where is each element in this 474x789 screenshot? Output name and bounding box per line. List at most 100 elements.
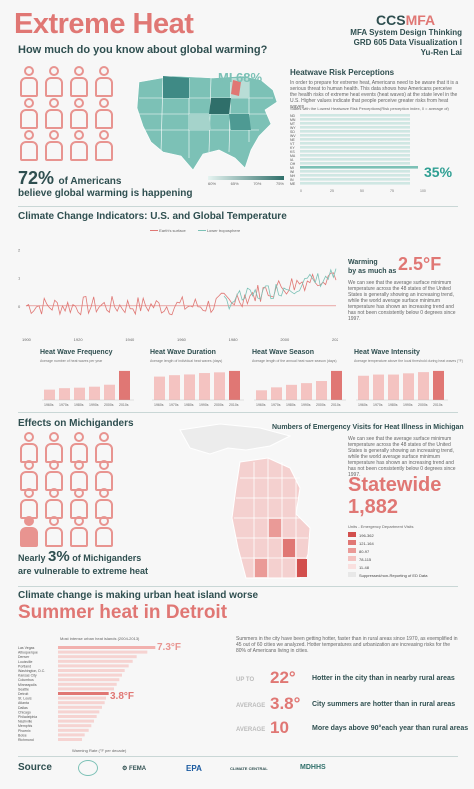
person-head	[24, 130, 34, 140]
mini-chart-title: Heat Wave Duration	[150, 349, 216, 356]
person-icon	[70, 98, 88, 129]
risk-state-label: WV	[290, 134, 296, 138]
risk-axis-tick: 100	[420, 189, 426, 193]
city-bar-chart: Las VegasAlbuquerqueDenverLouisvillePort…	[18, 646, 156, 742]
risk-bar	[300, 122, 410, 125]
person-icon	[70, 516, 88, 547]
mini-x-tick: 1970s	[59, 403, 69, 407]
mini-bar	[271, 387, 282, 400]
warming-label: Warming by as much as	[348, 258, 396, 276]
statewide-label: Statewide	[348, 474, 442, 496]
person-body	[95, 141, 113, 161]
person-head	[24, 488, 34, 498]
risk-state-label: ME	[290, 182, 296, 186]
city-bar	[58, 710, 100, 714]
risk-state-label: KS	[290, 150, 295, 154]
mini-x-tick: 1980s	[74, 403, 84, 407]
mini-chart-title: Heat Wave Intensity	[354, 349, 420, 356]
person-icon	[95, 488, 113, 519]
divider	[18, 412, 458, 413]
mini-x-tick: 1990s	[403, 403, 413, 407]
risk-axis-tick: 75	[390, 189, 394, 193]
mini-chart-title: Heat Wave Season	[252, 349, 314, 356]
person-head	[74, 516, 84, 526]
page-subtitle: How much do you know about global warmin…	[18, 44, 268, 56]
mini-x-tick: 1970s	[169, 403, 179, 407]
legend-earth: Earth's surface	[150, 228, 186, 233]
city-label: Columbus	[18, 678, 34, 682]
er-legend-item: 121-164	[348, 540, 427, 548]
city-bar-detroit	[58, 692, 109, 695]
person-head	[74, 66, 84, 76]
mini-chart-title: Heat Wave Frequency	[40, 349, 113, 356]
stat-value: 3.8°	[270, 694, 301, 713]
mini-bar	[119, 370, 130, 400]
y-tick: 2	[18, 247, 21, 252]
county-mid	[269, 519, 281, 537]
detroit-title: Summer heat in Detroit	[18, 602, 228, 623]
er-legend-title: Units - Emergency Department Visits	[348, 524, 414, 529]
source-logo-label: MDHHS	[300, 764, 326, 771]
risk-state-label: KY	[290, 146, 295, 150]
awareness-text-1: of Americans	[58, 176, 122, 187]
vulnerable-pre: Nearly	[18, 553, 46, 563]
climate-legend: Earth's surface Lower troposphere	[150, 228, 240, 233]
er-legend-item: 80-97	[348, 548, 427, 556]
mini-bar	[184, 374, 195, 400]
source-title: Source	[18, 762, 52, 773]
risk-bar	[300, 126, 410, 129]
city-label: Louisville	[18, 660, 32, 664]
er-legend-item: 11-48	[348, 564, 427, 572]
credits: MFA System Design Thinking GRD 605 Data …	[350, 28, 462, 58]
vulnerable-pct: 3%	[48, 548, 70, 565]
person-icon	[45, 488, 63, 519]
credit-line: GRD 605 Data Visualization I	[353, 38, 462, 47]
mini-x-tick: 1970s	[271, 403, 281, 407]
er-legend-label: 80-97	[359, 549, 370, 554]
er-legend-label: 11-48	[359, 565, 369, 570]
temperature-line-chart: 2 1 0 1900 1920 1940 1960 1980 2000 2020	[18, 247, 338, 342]
stat-desc: Hotter in the city than in nearby rural …	[312, 675, 455, 682]
person-head	[24, 98, 34, 108]
city-bar	[58, 646, 156, 649]
us-map-region	[229, 114, 251, 130]
person-body	[20, 527, 38, 547]
city-label: Atlanta	[18, 701, 29, 705]
person-icon	[95, 98, 113, 129]
mini-bar	[331, 370, 342, 400]
mini-bar	[358, 375, 369, 400]
person-head	[74, 98, 84, 108]
person-icon	[45, 66, 63, 97]
city-label: Las Vegas	[18, 646, 35, 650]
risk-state-label: MT	[290, 122, 296, 126]
mini-bar	[169, 375, 180, 400]
mini-x-tick: 2010s	[331, 403, 341, 407]
risk-state-label: WY	[290, 126, 296, 130]
vulnerable-post: of Michiganders	[72, 553, 142, 563]
mini-bar	[301, 383, 312, 400]
risk-bar	[300, 142, 410, 145]
city-label: Richmond	[18, 738, 34, 742]
mini-bar	[104, 384, 115, 400]
city-bar	[58, 715, 97, 718]
person-body	[45, 141, 63, 161]
climate-body: We can see that the average surface mini…	[348, 280, 456, 322]
mini-bar	[403, 373, 414, 400]
risk-state-label: NH	[290, 174, 296, 178]
mini-x-tick: 2000s	[104, 403, 114, 407]
city-label: Phoenix	[18, 729, 31, 733]
person-icon	[95, 66, 113, 97]
mini-bar	[154, 376, 165, 400]
x-tick: 2020	[332, 337, 338, 342]
mini-bar-chart: 1960s 1970s 1980s 1990s 2000s 2010s	[356, 370, 448, 407]
map-mi-label: MI 68%	[218, 70, 263, 85]
risk-axis-tick: 50	[360, 189, 364, 193]
mini-x-tick: 1960s	[154, 403, 164, 407]
mini-bar-chart: 1960s 1970s 1980s 1990s 2000s 2010s	[254, 370, 346, 407]
risk-bar	[300, 182, 410, 185]
risk-bar	[300, 158, 410, 161]
person-icon	[45, 98, 63, 129]
divider	[18, 756, 458, 757]
city-bar	[58, 701, 105, 705]
michigan-title: Effects on Michiganders	[18, 418, 134, 429]
